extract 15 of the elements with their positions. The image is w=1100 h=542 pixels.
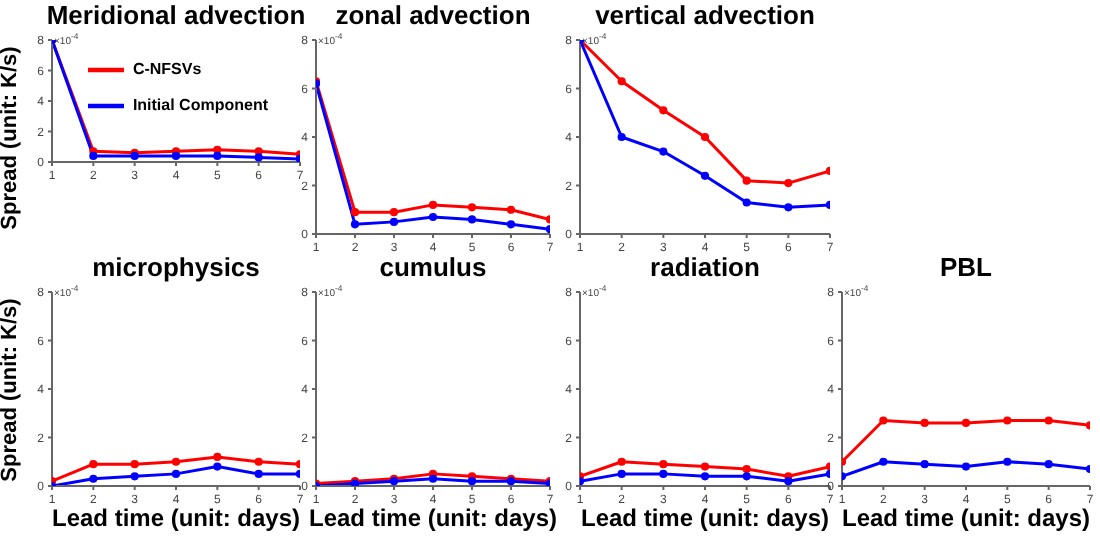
chart-title: cumulus [379,252,487,282]
chart-title: microphysics [92,252,260,282]
x-axis-title: Lead time (unit: days) [51,504,300,532]
y-axis-title: Spread (unit: K/s) [0,297,22,481]
y-axis-title: Spread (unit: K/s) [0,45,22,229]
legend-label: Initial Component [132,96,268,115]
chart-title: Meridional advection [46,0,306,30]
chart-title: PBL [940,252,992,282]
x-axis-title: Lead time (unit: days) [580,504,829,532]
chart-title: vertical advection [595,0,815,30]
chart-title: zonal advection [335,0,531,30]
x-axis-title: Lead time (unit: days) [841,504,1090,532]
legend-label: C-NFSVs [132,60,202,79]
x-axis-title: Lead time (unit: days) [308,504,557,532]
chart-title: radiation [650,252,760,282]
